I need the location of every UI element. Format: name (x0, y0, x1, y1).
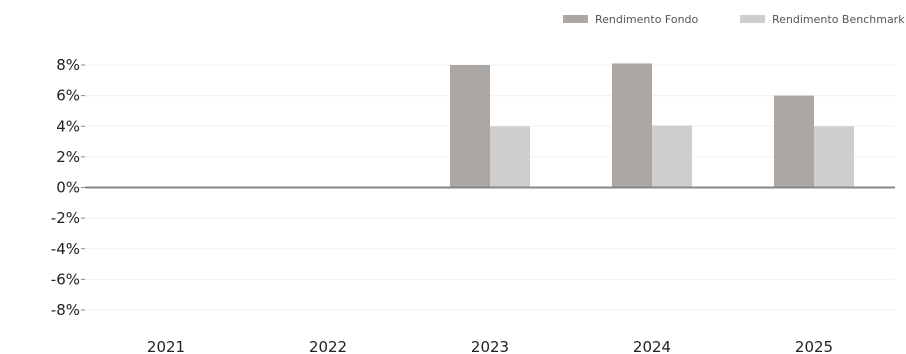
y-tick-label: 6% (56, 87, 80, 105)
legend-swatch-benchmark (740, 15, 765, 23)
y-tick-label: 2% (56, 148, 80, 166)
x-tick-label: 2021 (147, 338, 185, 354)
y-axis-ticks: 8% 6% 4% 2% 0% -2% -4% -6% -8% (51, 56, 85, 319)
legend: Rendimento Fondo Rendimento Benchmark (563, 13, 905, 26)
legend-label-benchmark: Rendimento Benchmark (772, 13, 905, 26)
y-tick-label: 4% (56, 117, 80, 135)
x-tick-label: 2022 (309, 338, 347, 354)
y-tick-label: -4% (51, 240, 80, 258)
y-tick-label: -8% (51, 301, 80, 319)
x-axis-ticks: 2021 2022 2023 2024 2025 (147, 338, 833, 354)
y-tick-label: 8% (56, 56, 80, 74)
bar-benchmark-2025 (814, 126, 854, 188)
bars (450, 63, 854, 188)
bar-fondo-2024 (612, 63, 652, 188)
x-tick-label: 2025 (795, 338, 833, 354)
bar-fondo-2023 (450, 65, 490, 188)
legend-swatch-fondo (563, 15, 588, 23)
legend-label-fondo: Rendimento Fondo (595, 13, 699, 26)
y-tick-label: -2% (51, 209, 80, 227)
y-tick-label: 0% (56, 179, 80, 197)
bar-benchmark-2024 (652, 125, 692, 188)
y-tick-label: -6% (51, 270, 80, 288)
bar-benchmark-2023 (490, 126, 530, 188)
bar-fondo-2025 (774, 95, 814, 188)
x-tick-label: 2024 (633, 338, 671, 354)
x-tick-label: 2023 (471, 338, 509, 354)
